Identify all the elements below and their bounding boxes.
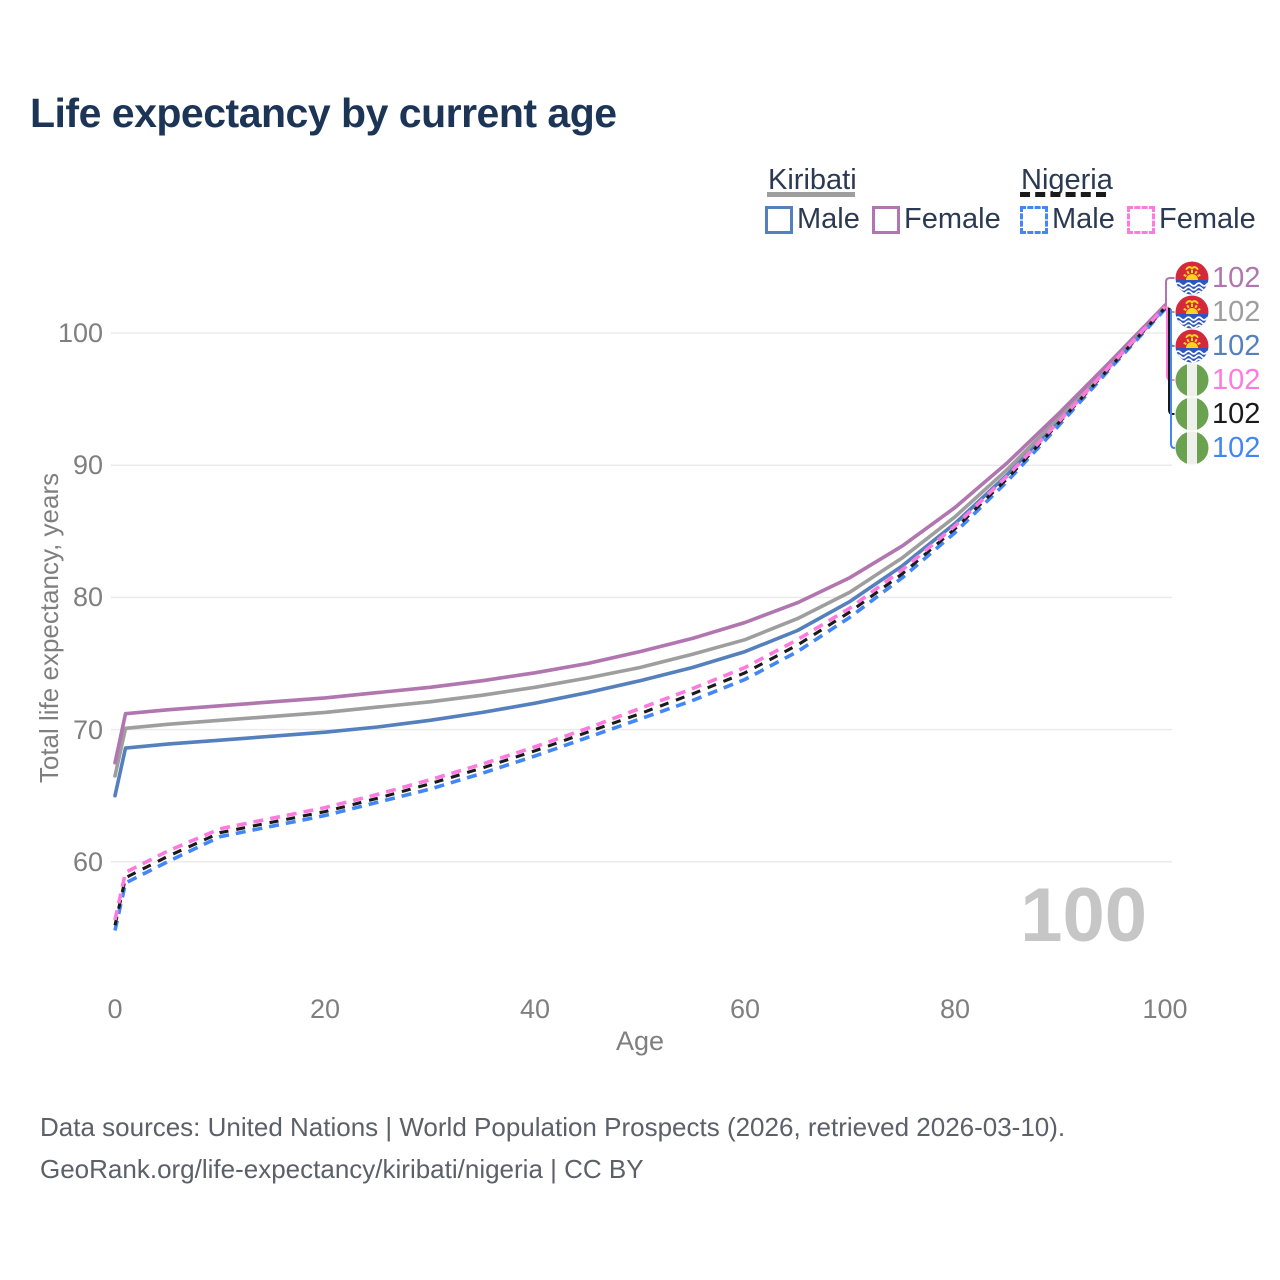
legend-label-kiribati-male[interactable]: Male [797, 203, 860, 235]
kiribati-flag-icon [1175, 261, 1209, 295]
y-tick-label-70: 70 [72, 714, 103, 745]
series-line-kiribati-female [113, 303, 1167, 765]
x-tick-label-60: 60 [729, 994, 761, 1024]
end-value-label-nigeria-both: 102 [1212, 398, 1261, 430]
legend-swatch-kiribati-male[interactable] [765, 206, 793, 234]
x-tick-label-40: 40 [519, 994, 551, 1024]
x-tick-label-80: 80 [939, 994, 971, 1024]
legend-label-nigeria-female[interactable]: Female [1159, 203, 1256, 235]
end-connector-nigeria-male [1170, 309, 1176, 449]
series-line-kiribati-male [113, 306, 1167, 798]
nigeria-flag-icon [1175, 363, 1209, 397]
end-value-label-kiribati-female: 102 [1212, 262, 1261, 294]
end-value-label-nigeria-female: 102 [1212, 364, 1261, 396]
kiribati-flag-icon [1175, 329, 1209, 363]
series-line-nigeria-both [113, 306, 1167, 926]
footer-attribution: GeoRank.org/life-expectancy/kiribati/nig… [40, 1154, 644, 1184]
legend-underline-nigeria-dashed-line [1020, 192, 1106, 197]
y-tick-label-90: 90 [72, 450, 103, 481]
y-tick-label-60: 60 [72, 846, 103, 877]
legend-group-nigeria: Nigeria [1021, 164, 1113, 196]
end-value-label-kiribati-male: 102 [1212, 330, 1261, 362]
legend-label-nigeria-male[interactable]: Male [1052, 203, 1115, 235]
x-axis-title: Age [615, 1026, 665, 1056]
y-tick-label-80: 80 [72, 582, 103, 613]
legend-swatch-kiribati-female[interactable] [872, 206, 900, 234]
legend-swatch-nigeria-male[interactable] [1020, 206, 1048, 234]
end-value-label-kiribati-both: 102 [1212, 296, 1261, 328]
footer-data-sources: Data sources: United Nations | World Pop… [40, 1112, 1066, 1142]
nigeria-flag-icon [1175, 397, 1209, 431]
series-line-nigeria-female [113, 305, 1167, 921]
nigeria-flag-icon [1175, 431, 1209, 465]
chart-title: Life expectancy by current age [30, 90, 617, 136]
legend-group-kiribati: Kiribati [768, 164, 857, 196]
series-line-nigeria-male [113, 307, 1167, 931]
kiribati-flag-icon [1175, 295, 1209, 329]
y-tick-label-100: 100 [57, 318, 103, 348]
footer: Data sources: United Nations | World Pop… [40, 1106, 1065, 1190]
legend-swatch-nigeria-female[interactable] [1127, 206, 1155, 234]
x-tick-label-100: 100 [1142, 994, 1188, 1024]
end-connector-kiribati-female [1165, 277, 1175, 306]
x-tick-label-0: 0 [107, 994, 123, 1024]
legend-label-kiribati-female[interactable]: Female [904, 203, 1001, 235]
legend-underline-kiribati-solid-line [767, 192, 855, 197]
x-tick-label-20: 20 [309, 994, 341, 1024]
series-line-kiribati-both [113, 304, 1167, 778]
end-value-label-nigeria-male: 102 [1212, 432, 1261, 464]
age-counter-watermark: 100 [1020, 873, 1147, 958]
